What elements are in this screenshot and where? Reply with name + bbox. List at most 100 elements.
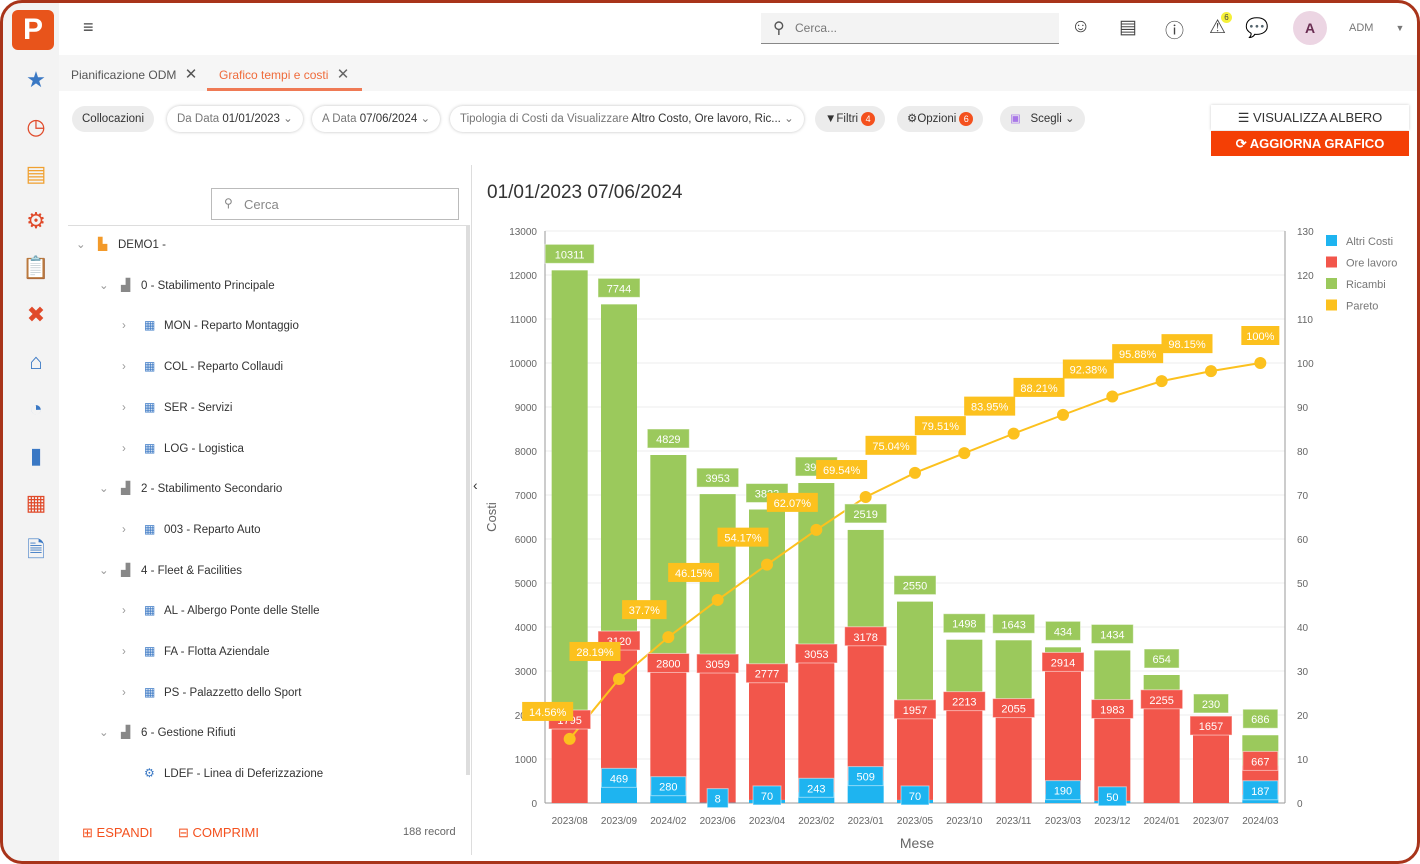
- cards-icon[interactable]: ▤: [25, 161, 47, 186]
- gears-icon[interactable]: ⚙: [26, 208, 46, 233]
- department-icon: ▦: [144, 359, 156, 374]
- tree-node-label: PS - Palazzetto dello Sport: [164, 686, 302, 699]
- from-date-select[interactable]: Da Data 01/01/2023 ⌄: [167, 106, 303, 132]
- factory-icon: ▟: [121, 481, 131, 496]
- avatar[interactable]: A: [1293, 11, 1327, 45]
- pareto-label: 98.15%: [1168, 339, 1206, 351]
- data-label: 1983: [1100, 705, 1124, 717]
- chevron-down-icon[interactable]: ⌄: [76, 239, 86, 251]
- data-label-box: [1242, 708, 1279, 729]
- y2-tick-label: 0: [1297, 799, 1303, 810]
- data-label-box: [900, 785, 930, 806]
- pareto-point: [810, 523, 823, 536]
- chevron-down-icon: ⌄: [420, 113, 431, 125]
- bar-chart-icon[interactable]: ▮: [29, 443, 43, 468]
- chevron-right-icon[interactable]: ›: [122, 442, 126, 455]
- y2-tick-label: 10: [1297, 755, 1309, 766]
- tree-node[interactable]: › ▦ SER - Servizi: [122, 400, 232, 414]
- x-tick-label: 2023/04: [749, 816, 786, 827]
- tree-node[interactable]: › ▦ COL - Reparto Collaudi: [122, 359, 283, 373]
- gauge-icon[interactable]: ◔: [29, 396, 43, 421]
- view-tree-button[interactable]: ☰ VISUALIZZA ALBERO: [1211, 105, 1409, 130]
- data-label-box: [650, 776, 687, 797]
- clock-icon[interactable]: ◷: [26, 114, 46, 139]
- tab-pianificazione-odm[interactable]: Pianificazione ODM ✕: [71, 66, 198, 83]
- chevron-down-icon[interactable]: ⌄: [99, 564, 109, 577]
- chevron-right-icon[interactable]: ›: [122, 401, 126, 414]
- data-label-box: [1090, 623, 1134, 644]
- chevron-right-icon[interactable]: ›: [122, 686, 126, 699]
- y2-tick-label: 120: [1297, 271, 1314, 282]
- pareto-label-box: [569, 641, 621, 661]
- tree-node[interactable]: ⌄ ▟ 6 - Gestione Rifiuti: [99, 725, 236, 739]
- info-icon[interactable]: ⓘ: [1165, 21, 1185, 42]
- minus-box-icon: ⊟: [178, 825, 189, 840]
- filters-button[interactable]: ▼Filtri 4: [815, 106, 886, 132]
- app-logo[interactable]: P: [12, 10, 54, 50]
- collocazioni-button[interactable]: Collocazioni: [72, 106, 155, 132]
- data-label-box: [992, 613, 1036, 634]
- x-tick-label: 2023/09: [601, 816, 638, 827]
- tree-node[interactable]: › ▦ AL - Albergo Ponte delle Stelle: [122, 603, 320, 617]
- chevron-right-icon[interactable]: ›: [122, 320, 126, 333]
- close-icon[interactable]: ✕: [184, 66, 198, 83]
- star-icon[interactable]: ★: [26, 67, 46, 92]
- to-date-select[interactable]: A Data 07/06/2024 ⌄: [312, 106, 441, 132]
- tree-node[interactable]: ⌄ ▟ 4 - Fleet & Facilities: [99, 563, 242, 577]
- calendar-icon[interactable]: ▦: [25, 490, 47, 515]
- tree-node[interactable]: › ▦ FA - Flotta Aziendale: [122, 644, 269, 658]
- support-icon[interactable]: ☺: [1071, 16, 1091, 37]
- document-search-icon[interactable]: 🗎: [27, 537, 45, 562]
- clipboard-icon[interactable]: 📋: [22, 255, 50, 280]
- close-icon[interactable]: ✕: [336, 66, 350, 83]
- user-menu[interactable]: ADM ▼: [1349, 22, 1405, 34]
- cost-types-select[interactable]: Tipologia di Costi da Visualizzare Altro…: [450, 106, 804, 132]
- bar-ore-lavoro: [1143, 703, 1180, 803]
- data-label: 4829: [656, 434, 680, 446]
- chevron-right-icon[interactable]: ›: [122, 361, 126, 374]
- legend-swatch: [1326, 299, 1337, 311]
- collapse-button[interactable]: ⊟ COMPRIMI: [178, 825, 259, 840]
- legend-swatch: [1326, 278, 1337, 289]
- chevron-down-icon[interactable]: ⌄: [99, 727, 109, 740]
- pareto-label: 69.54%: [823, 465, 861, 477]
- tree-node-label: LDEF - Linea di Deferizzazione: [164, 768, 324, 781]
- bar-ore-lavoro: [847, 640, 884, 781]
- chevron-down-icon[interactable]: ⌄: [99, 279, 109, 292]
- tools-icon[interactable]: ✖: [26, 302, 46, 327]
- refresh-chart-button[interactable]: ⟳ AGGIORNA GRAFICO: [1211, 131, 1409, 156]
- tree-search-input[interactable]: ⚲ Cerca: [211, 188, 459, 220]
- tree-node[interactable]: ⌄ ▙ DEMO1 -: [76, 237, 166, 251]
- tree-node[interactable]: › ▦ 003 - Reparto Auto: [122, 522, 261, 536]
- tree-node[interactable]: › ▦ PS - Palazzetto dello Sport: [122, 685, 301, 699]
- pareto-label-box: [1112, 344, 1164, 364]
- tree-node[interactable]: › ▦ MON - Reparto Montaggio: [122, 318, 299, 332]
- choose-button[interactable]: ▣ Scegli ⌄: [1000, 106, 1085, 132]
- options-button[interactable]: ⚙Opzioni 6: [897, 106, 984, 132]
- bar-ore-lavoro: [946, 705, 983, 803]
- chevron-down-icon[interactable]: ⌄: [99, 483, 109, 496]
- chevron-right-icon[interactable]: ›: [122, 605, 126, 618]
- y2-tick-label: 100: [1297, 359, 1314, 370]
- chat-icon[interactable]: 💬: [1245, 18, 1269, 39]
- warning-icon[interactable]: ⚠ 6: [1209, 12, 1232, 39]
- data-label: 190: [1054, 786, 1072, 798]
- tree-node[interactable]: ⌄ ▟ 2 - Stabilimento Secondario: [99, 481, 282, 495]
- data-label-box: [844, 626, 888, 647]
- collapse-panel-chevron-icon[interactable]: ‹: [473, 477, 478, 493]
- hamburger-menu-icon[interactable]: ≡: [83, 17, 94, 37]
- expand-button[interactable]: ⊞ ESPANDI: [82, 825, 153, 840]
- chevron-right-icon[interactable]: ›: [122, 646, 126, 658]
- tree-node[interactable]: › ▦ LOG - Logistica: [122, 441, 244, 455]
- tab-grafico-tempi-costi[interactable]: Grafico tempi e costi ✕: [219, 66, 350, 83]
- tree-node[interactable]: ⌄ ▟ 0 - Stabilimento Principale: [99, 278, 275, 292]
- warehouse-icon[interactable]: ⌂: [29, 349, 43, 374]
- book-icon[interactable]: ▤: [1119, 17, 1137, 38]
- pareto-label: 62.07%: [774, 498, 812, 510]
- chevron-right-icon[interactable]: ›: [122, 523, 126, 536]
- tree-scrollbar[interactable]: [466, 225, 470, 775]
- data-label-box: [1045, 620, 1081, 641]
- global-search-input[interactable]: ⚲ Cerca...: [761, 13, 1059, 44]
- x-tick-label: 2023/08: [552, 816, 589, 827]
- tree-node[interactable]: ⚙ LDEF - Linea di Deferizzazione: [122, 766, 323, 780]
